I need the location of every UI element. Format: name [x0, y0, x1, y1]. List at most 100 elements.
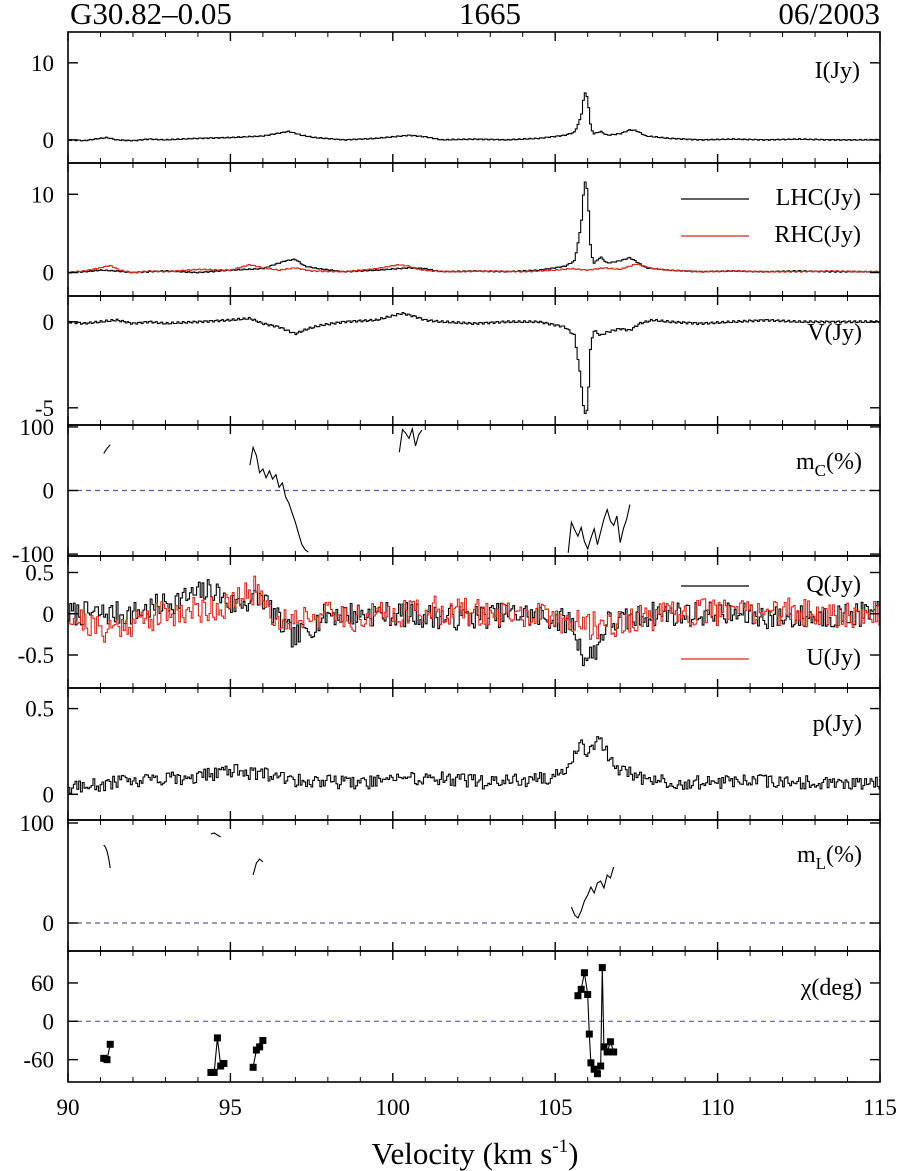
series-QU-U(Jy) — [68, 575, 880, 643]
data-point — [213, 1034, 221, 1042]
panel-frame — [67, 819, 881, 952]
data-point — [220, 1059, 228, 1067]
spectrum-line — [68, 263, 880, 274]
panels: 0 10 I(Jy) 0 10 LHC(Jy) RHC(Jy) -5 0 V(Jy) -100 0 10… — [12, 31, 881, 1083]
series-mC-0 — [103, 426, 631, 553]
series-V-0 — [68, 311, 880, 414]
panel-frame — [67, 295, 881, 426]
x-tick-label: 115 — [863, 1095, 897, 1120]
y-tick-label: -5 — [35, 396, 54, 421]
series-I-0 — [68, 92, 880, 142]
panel-mL: 0 100 mL(%) — [20, 811, 881, 952]
data-point — [210, 1068, 218, 1076]
x-tick-label: 95 — [219, 1095, 242, 1120]
series-QU-Q(Jy) — [68, 579, 880, 667]
curve-segment-3 — [570, 866, 615, 919]
data-point — [106, 1040, 114, 1048]
panel-mC: -100 0 100 mC(%) — [12, 415, 881, 567]
series-chi-0 — [100, 964, 618, 1078]
spectrum-line — [68, 92, 880, 142]
y-tick-label: 0 — [43, 782, 55, 807]
curve-segment-3 — [577, 967, 615, 1075]
panel-label: p(Jy) — [813, 711, 862, 737]
panel-frame — [67, 555, 881, 689]
curve-segment-1 — [210, 832, 221, 838]
data-point — [259, 1036, 267, 1044]
data-point — [574, 992, 582, 1000]
y-tick-label: -100 — [12, 542, 54, 567]
panel-label: mL(%) — [797, 842, 862, 873]
y-tick-label: 0.5 — [25, 561, 54, 586]
curve-segment-3 — [567, 504, 631, 553]
legend-label: RHC(Jy) — [774, 222, 861, 248]
panel-label: I(Jy) — [815, 58, 860, 84]
spectrum-line — [68, 181, 880, 274]
curve-segment-2 — [398, 426, 423, 453]
curve-segment-1 — [249, 445, 309, 553]
y-tick-label: 100 — [20, 811, 55, 836]
x-tick-label: 90 — [57, 1095, 80, 1120]
data-point — [249, 1063, 257, 1071]
panel-chi: -60 0 60 χ(deg) — [23, 950, 881, 1083]
y-tick-label: 60 — [31, 971, 54, 996]
data-point — [600, 1043, 608, 1051]
y-tick-label: 0 — [43, 1009, 55, 1034]
curve-segment-2 — [252, 858, 264, 876]
x-axis: 90 95 100 105 110 115 — [57, 1095, 897, 1120]
data-point — [577, 985, 585, 993]
data-point — [598, 964, 606, 972]
panel-frame — [67, 31, 881, 164]
data-point — [585, 1030, 593, 1038]
data-point — [103, 1056, 111, 1064]
data-point — [580, 969, 588, 977]
y-tick-label: 0 — [43, 261, 55, 286]
panel-LR: 0 10 LHC(Jy) RHC(Jy) — [31, 162, 881, 297]
y-tick-label: 10 — [31, 51, 54, 76]
panel-V: -5 0 V(Jy) — [35, 295, 881, 426]
panel-p: 0 0.5 p(Jy) — [25, 687, 881, 821]
series-p-0 — [68, 736, 880, 794]
legend-label: U(Jy) — [806, 645, 861, 671]
x-tick-label: 110 — [701, 1095, 735, 1120]
data-point — [597, 1062, 605, 1070]
series-LR-RHC(Jy) — [68, 263, 880, 274]
y-tick-label: -0.5 — [18, 643, 54, 668]
legend-label: Q(Jy) — [806, 572, 861, 598]
series-LR-LHC(Jy) — [68, 181, 880, 274]
panel-label: χ(deg) — [800, 975, 862, 1001]
panel-frame — [67, 950, 881, 1083]
x-axis-label: Velocity (km s-1) — [372, 1136, 579, 1171]
y-tick-label: -60 — [23, 1048, 54, 1073]
x-tick-label: 105 — [538, 1095, 573, 1120]
y-tick-label: 0 — [43, 310, 55, 335]
source-name: G30.82–0.05 — [70, 0, 232, 31]
data-point — [256, 1043, 264, 1051]
legend-label: LHC(Jy) — [776, 185, 861, 211]
data-point — [610, 1048, 618, 1056]
panel-frame — [67, 687, 881, 821]
frequency-label: 1665 — [459, 0, 521, 31]
data-point — [590, 1065, 598, 1073]
y-tick-label: 100 — [20, 415, 55, 440]
spectrum-line — [68, 311, 880, 414]
curve-segment-0 — [103, 444, 111, 454]
spectrum-line — [68, 736, 880, 794]
data-point — [593, 1070, 601, 1078]
panel-I: 0 10 I(Jy) — [31, 31, 881, 164]
x-axis-label-superscript: -1 — [552, 1136, 568, 1157]
spectrum-line — [68, 575, 880, 643]
observation-date: 06/2003 — [778, 0, 880, 31]
data-point — [584, 990, 592, 998]
data-point — [603, 1048, 611, 1056]
panel-QU: -0.5 0 0.5 Q(Jy) U(Jy) — [18, 555, 881, 689]
y-tick-label: 0 — [43, 602, 55, 627]
y-tick-label: 0 — [43, 911, 55, 936]
data-point — [587, 1059, 595, 1067]
y-tick-label: 10 — [31, 182, 54, 207]
panel-frame — [67, 162, 881, 297]
x-axis-label-end: ) — [568, 1136, 578, 1171]
y-tick-label: 0.5 — [25, 697, 54, 722]
spectrum-line — [68, 579, 880, 667]
series-mL-0 — [103, 832, 615, 919]
